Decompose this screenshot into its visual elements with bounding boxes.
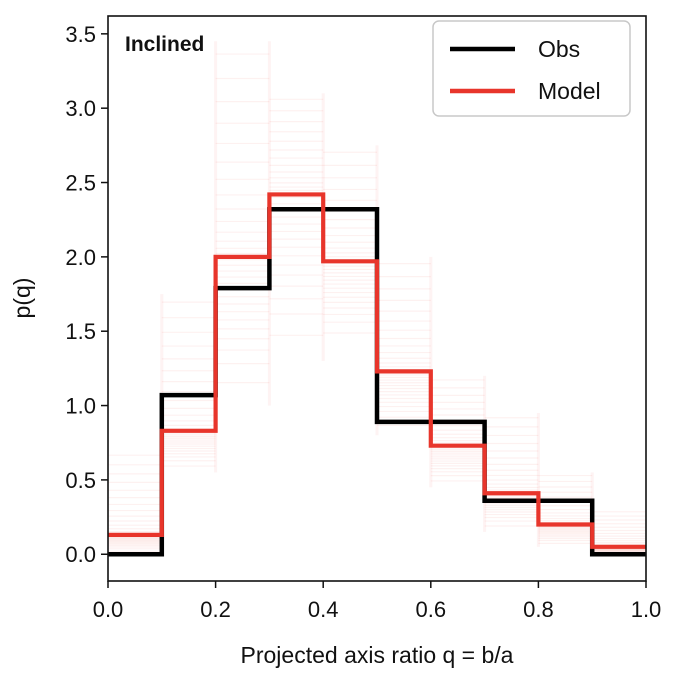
legend: Obs Model xyxy=(432,20,631,117)
y-tick-label: 2.0 xyxy=(65,245,96,270)
legend-label-model: Model xyxy=(538,78,601,104)
x-tick-label: 0.0 xyxy=(93,597,124,622)
y-axis-label: p(q) xyxy=(9,278,35,319)
x-tick-label: 1.0 xyxy=(631,597,662,622)
y-tick-label: 1.5 xyxy=(65,319,96,344)
series-obs-step xyxy=(108,207,646,557)
y-axis: 0.0 0.5 1.0 1.5 2.0 2.5 3.0 3.5 xyxy=(65,22,108,567)
panel-annotation: Inclined xyxy=(125,33,204,56)
model-realization-riser xyxy=(536,412,540,547)
series-layer xyxy=(108,192,646,557)
plot-frame xyxy=(107,15,647,582)
x-tick-label: 0.2 xyxy=(200,597,231,622)
y-tick-label: 3.5 xyxy=(65,22,96,47)
x-tick-label: 0.6 xyxy=(416,597,447,622)
x-axis: 0.0 0.2 0.4 0.6 0.8 1.0 xyxy=(93,581,662,622)
y-tick-label: 0.5 xyxy=(65,468,96,493)
x-tick-label: 0.8 xyxy=(523,597,554,622)
y-tick-label: 2.5 xyxy=(65,171,96,196)
y-tick-label: 3.0 xyxy=(65,96,96,121)
x-axis-label: Projected axis ratio q = b/a xyxy=(241,642,514,668)
legend-label-obs: Obs xyxy=(538,36,580,62)
series-model-step xyxy=(108,192,646,549)
y-tick-label: 0.0 xyxy=(65,542,96,567)
y-tick-label: 1.0 xyxy=(65,394,96,419)
x-tick-label: 0.4 xyxy=(308,597,339,622)
